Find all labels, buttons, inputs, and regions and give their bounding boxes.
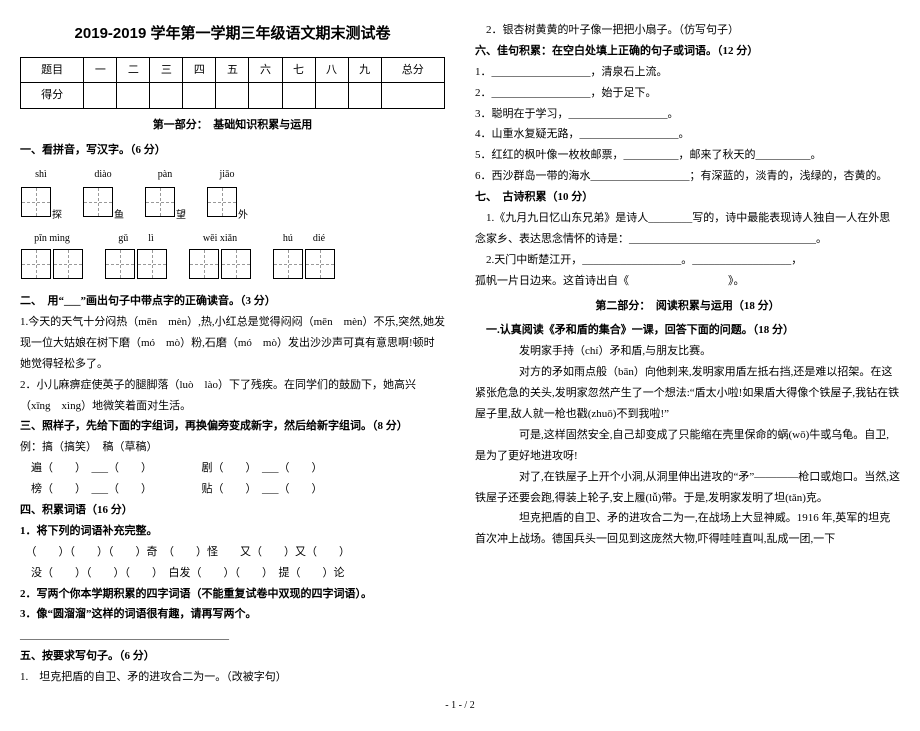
th-2: 二 [117,57,150,83]
char4: 外 [238,210,248,221]
q2-l2: 2．小儿麻痹症使英子的腿脚落（luò lào）下了残疾。在同学们的鼓励下，她高兴… [20,375,445,417]
q6-l6: 6．西沙群岛一带的海水__________________；有深蓝的，淡青的，浅… [475,166,900,187]
py4: jiāo [220,165,235,184]
th-8: 八 [315,57,348,83]
q3-l2: 榜（ ） ___（ ） 贴（ ） ___（ ） [20,479,445,500]
char2: 鱼 [114,210,124,221]
py1: shì [35,165,47,184]
q4-s1: 1．将下列的词语补充完整。 [20,521,445,542]
q7-b: 2.天门中断楚江开，__________________。___________… [475,250,900,271]
q4-blank: ______________________________________ [20,625,445,646]
th-6: 六 [249,57,282,83]
th-10: 总分 [381,57,444,83]
th-7: 七 [282,57,315,83]
q4-l1: （ ）（ ）（ ）奇 （ ）怪 又（ ）又（ ） [20,542,445,563]
q3-l1: 遍（ ） ___（ ） 剧（ ） ___（ ） [20,458,445,479]
pinyin-row-1: shì 探 diào 鱼 pàn 望 jiāo 外 [20,165,445,225]
q7-c: 孤帆一片日边来。这首诗出自《 》。 [475,271,900,292]
page-footer: - 1 - / 2 [20,700,900,711]
q6-l2: 2．__________________，始于足下。 [475,83,900,104]
q6-l4: 4．山重水复疑无路，__________________。 [475,124,900,145]
r-l0: 2．银杏树黄黄的叶子像一把把小扇子。（仿写句子） [475,20,900,41]
p2-l2: 对方的矛如雨点般（bān）向他刺来,发明家用盾左抵右挡,还是难以招架。在这紧张危… [475,362,900,425]
q6-l5: 5．红红的枫叶像一枚枚邮票，__________，邮来了秋天的_________… [475,145,900,166]
th-1: 一 [84,57,117,83]
th-5: 五 [216,57,249,83]
py3: pàn [158,165,172,184]
q3-ex: 例：搞（搞笑） 稿（草稿） [20,437,445,458]
pinyin-row-2: pīn mìng gǔ lì wēi xiǎn hú dié [20,229,445,287]
th-9: 九 [348,57,381,83]
p2-l1: 发明家手持（chí）矛和盾,与朋友比赛。 [475,341,900,362]
p2-l4: 对了,在铁屋子上开个小洞,从洞里伸出进攻的“矛”————枪口或炮口。当然,这铁屋… [475,467,900,509]
q4-heading: 四、积累词语（16 分） [20,500,445,521]
exam-title: 2019-2019 学年第一学期三年级语文期末测试卷 [20,20,445,49]
tianzige [145,187,175,217]
score-label: 得分 [21,83,84,109]
tianzige [83,187,113,217]
th-3: 三 [150,57,183,83]
th-4: 四 [183,57,216,83]
q5-l1: 1. 坦克把盾的自卫、矛的进攻合二为一。（改被字句） [20,667,445,688]
py-b3: wēi xiǎn [203,229,237,248]
q4-s3: 3．像“圆溜溜”这样的词语很有趣，请再写两个。 [20,604,445,625]
py2: diào [94,165,111,184]
q6-l1: 1．__________________，清泉石上流。 [475,62,900,83]
char3: 望 [176,210,186,221]
char1: 探 [52,210,62,221]
part2-label: 第二部分： 阅读积累与运用（18 分） [475,296,900,317]
score-table: 题目 一 二 三 四 五 六 七 八 九 总分 得分 [20,57,445,110]
part1-label: 第一部分： 基础知识积累与运用 [20,115,445,136]
q1-heading: 一、看拼音，写汉字。（6 分） [20,140,445,161]
q4-l2: 没（ ）（ ）（ ） 白发（ ）（ ） 提（ ）论 [20,563,445,584]
q6-heading: 六、佳句积累：在空白处填上正确的句子或词语。（12 分） [475,41,900,62]
q2-l1: 1.今天的天气十分闷热（mēn mèn）,热,小红总是觉得闷闷（mēn mèn）… [20,312,445,375]
left-column: 2019-2019 学年第一学期三年级语文期末测试卷 题目 一 二 三 四 五 … [20,20,445,688]
py-b1: pīn mìng [34,229,70,248]
right-column: 2．银杏树黄黄的叶子像一把把小扇子。（仿写句子） 六、佳句积累：在空白处填上正确… [475,20,900,688]
tianzige [21,187,51,217]
p2-l3: 可是,这样固然安全,自己却变成了只能缩在壳里保命的蜗(wō)牛或乌龟。自卫,是为… [475,425,900,467]
py-b4: hú dié [283,229,325,248]
tianzige [207,187,237,217]
q5-heading: 五、按要求写句子。（6 分） [20,646,445,667]
py-b2: gǔ lì [118,229,154,248]
q7-a: 1.《九月九日忆山东兄弟》是诗人________写的，诗中最能表现诗人独自一人在… [475,208,900,250]
q6-l3: 3．聪明在于学习，__________________。 [475,104,900,125]
q7-heading: 七、 古诗积累（10 分） [475,187,900,208]
q2-heading: 二、 用“___”画出句子中带点字的正确读音。（3 分） [20,291,445,312]
p2-h: 一.认真阅读《矛和盾的集合》一课，回答下面的问题。（18 分） [475,320,900,341]
q4-s2: 2．写两个你本学期积累的四字词语（不能重复试卷中双现的四字词语）。 [20,584,445,605]
q3-heading: 三、照样子，先给下面的字组词，再换偏旁变成新字，然后给新字组词。（8 分） [20,416,445,437]
th-0: 题目 [21,57,84,83]
p2-l5: 坦克把盾的自卫、矛的进攻合二为一,在战场上大显神威。1916 年,英军的坦克首次… [475,508,900,550]
